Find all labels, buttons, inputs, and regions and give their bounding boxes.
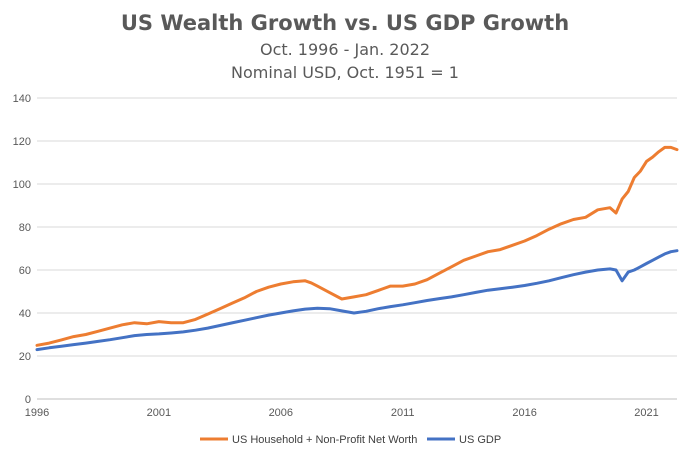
chart-subtitle-line-1: Oct. 1996 - Jan. 2022	[260, 40, 430, 59]
y-tick-label: 0	[25, 394, 31, 406]
y-tick-label: 100	[13, 179, 31, 191]
y-axis-tick-labels: 0 20 40 60 80 100 120 140	[13, 93, 31, 406]
x-tick-label: 2011	[391, 407, 415, 419]
x-tick-label: 1996	[25, 407, 49, 419]
y-tick-label: 40	[19, 308, 31, 320]
legend-label-net-worth: US Household + Non-Profit Net Worth	[232, 434, 417, 446]
series-lines	[35, 145, 679, 352]
y-tick-label: 60	[19, 265, 31, 277]
x-axis-tick-labels: 1996 2001 2006 2011 2016 2021	[25, 407, 659, 419]
x-tick-label: 2001	[147, 407, 171, 419]
x-tick-label: 2021	[634, 407, 658, 419]
series-line-net-worth	[35, 145, 679, 347]
x-tick-label: 2016	[512, 407, 536, 419]
legend-label-gdp: US GDP	[459, 434, 501, 446]
y-tick-label: 20	[19, 351, 31, 363]
chart-subtitle-line-2: Nominal USD, Oct. 1951 = 1	[231, 63, 459, 82]
legend: US Household + Non-Profit Net Worth US G…	[200, 434, 501, 446]
x-tick-label: 2006	[269, 407, 293, 419]
y-tick-label: 120	[13, 136, 31, 148]
chart-title: US Wealth Growth vs. US GDP Growth	[121, 11, 569, 35]
series-line-gdp	[35, 249, 679, 352]
y-tick-label: 140	[13, 93, 31, 105]
gridlines	[37, 97, 677, 357]
y-tick-label: 80	[19, 222, 31, 234]
